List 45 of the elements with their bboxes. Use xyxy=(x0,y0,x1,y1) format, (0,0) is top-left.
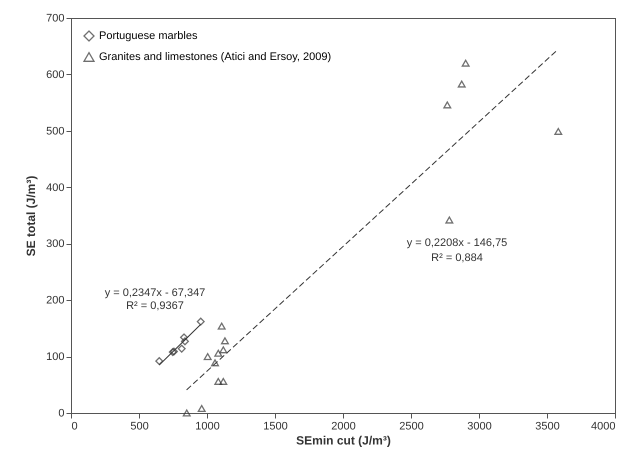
x-tick-label: 1000 xyxy=(195,420,220,432)
annotation: y = 0,2208x - 146,75 xyxy=(406,237,508,249)
point xyxy=(220,337,229,344)
y-tick-label: 200 xyxy=(46,294,64,307)
y-tick-label: 100 xyxy=(46,351,64,364)
point xyxy=(445,216,454,224)
y-tick-label: 500 xyxy=(46,125,64,138)
point xyxy=(219,346,228,354)
point xyxy=(196,318,205,326)
x-tick-label: 1500 xyxy=(263,420,288,432)
y-tick-label: 300 xyxy=(46,238,64,250)
x-tick-label: 0 xyxy=(72,420,78,432)
point xyxy=(218,322,226,330)
point xyxy=(180,333,188,342)
point xyxy=(462,60,470,67)
x-tick-label: 2500 xyxy=(399,420,424,432)
point xyxy=(204,353,212,360)
x-tick-label: 2000 xyxy=(331,420,356,432)
point xyxy=(182,409,191,417)
x-tick-label: 3000 xyxy=(467,420,492,432)
point xyxy=(443,101,452,108)
y-tick-label: 400 xyxy=(46,182,64,194)
point xyxy=(214,350,222,357)
annotation: R² = 0,884 xyxy=(431,252,483,264)
legend-label: Granites and limestones (Atici and Ersoy, 2009) xyxy=(99,51,332,63)
point xyxy=(198,404,206,412)
point xyxy=(211,359,220,366)
y-tick-label: 700 xyxy=(46,12,64,24)
annotation: R² = 0,9367 xyxy=(126,300,184,312)
x-tick-label: 3500 xyxy=(535,420,560,432)
point xyxy=(180,337,189,346)
y-tick-label: 600 xyxy=(46,68,64,81)
legend-label: Portuguese marbles xyxy=(99,30,198,42)
y-axis-title: SE total (J/m³) xyxy=(24,176,38,256)
x-axis-title: SEmin cut (J/m³) xyxy=(296,434,391,448)
point xyxy=(214,378,222,385)
point xyxy=(155,357,164,366)
x-tick-label: 4000 xyxy=(591,420,616,432)
y-tick-label: 0 xyxy=(58,408,64,420)
point xyxy=(458,80,466,88)
annotation: y = 0,2347x - 67,347 xyxy=(104,287,206,299)
point xyxy=(219,378,228,385)
x-tick-label: 500 xyxy=(130,420,149,432)
point xyxy=(554,128,562,135)
point xyxy=(178,344,186,353)
